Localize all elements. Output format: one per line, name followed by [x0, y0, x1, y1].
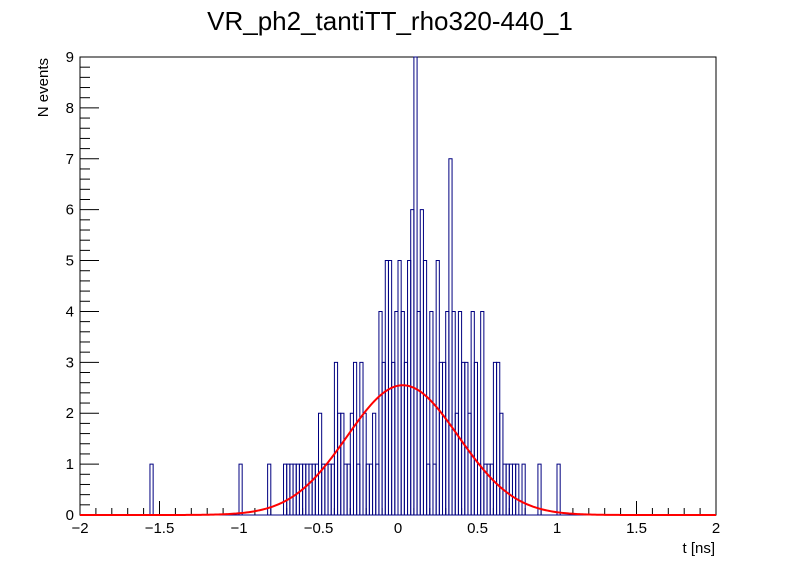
y-tick-label: 9	[66, 49, 74, 66]
y-axis-title: N events	[35, 58, 52, 117]
chart-title: VR_ph2_tantiTT_rho320-440_1	[207, 6, 573, 36]
y-tick-label: 0	[66, 507, 74, 524]
histogram-bin	[352, 361, 358, 515]
histogram-bin	[521, 463, 526, 515]
y-tick-label: 4	[66, 303, 74, 320]
histogram-bin	[267, 463, 272, 515]
histogram-bin	[480, 310, 485, 515]
x-tick-label: 1.5	[626, 520, 647, 537]
x-tick-label: −1.5	[145, 520, 175, 537]
x-tick-label: 0.5	[467, 520, 488, 537]
y-tick-label: 2	[66, 405, 74, 422]
histogram-bin	[422, 260, 428, 515]
histogram-bin	[413, 56, 418, 515]
x-tick-label: 0	[394, 520, 402, 537]
x-tick-label: 1	[553, 520, 561, 537]
y-tick-label: 3	[66, 354, 74, 371]
histogram-bin	[556, 463, 561, 515]
histogram-bin	[537, 463, 542, 515]
x-axis-title: t [ns]	[682, 540, 715, 557]
x-tick-label: −0.5	[304, 520, 334, 537]
histogram-bin	[429, 310, 434, 515]
histogram-bin	[473, 361, 478, 515]
y-tick-label: 6	[66, 202, 74, 219]
histogram-bin	[238, 463, 243, 515]
fit-series	[80, 384, 716, 516]
fit-curve	[80, 384, 716, 516]
y-tick-label: 5	[66, 253, 74, 270]
histogram-bin	[149, 463, 154, 515]
histogram-bin	[515, 463, 520, 515]
x-tick-label: −2	[71, 520, 88, 537]
x-tick-label: −1	[230, 520, 247, 537]
y-tick-label: 1	[66, 456, 74, 473]
y-tick-label: 7	[66, 151, 74, 168]
y-tick-label: 8	[66, 100, 74, 117]
x-tick-label: 2	[712, 520, 720, 537]
y-axis-ticks: 0 1 2 3 4 5 6 7 8 9	[66, 49, 99, 524]
